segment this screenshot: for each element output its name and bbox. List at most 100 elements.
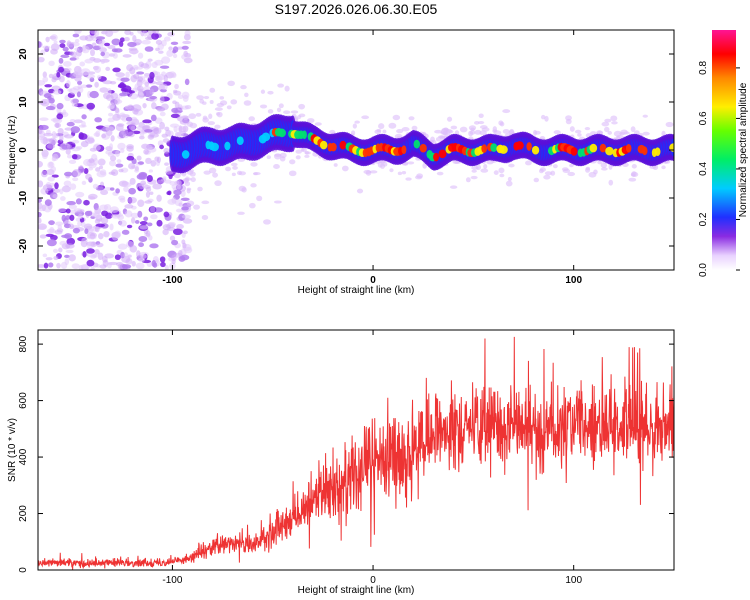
spectrogram-halo-blob bbox=[408, 116, 415, 121]
spectrogram-noise-blob bbox=[169, 235, 176, 241]
spectrogram-xlabel: Height of straight line (km) bbox=[298, 285, 415, 296]
spectrogram-halo-blob bbox=[208, 113, 213, 120]
spectrogram-noise-blob bbox=[124, 210, 133, 218]
spectrogram-noise-blob bbox=[148, 169, 153, 173]
spectrogram-halo-blob bbox=[174, 131, 182, 138]
spectrogram-halo-blob bbox=[178, 202, 183, 207]
spectrogram-noise-blob bbox=[102, 80, 113, 85]
spectrogram-noise-blob bbox=[68, 204, 78, 209]
spectrogram-noise-blob bbox=[114, 254, 121, 261]
spectrogram-noise-blob bbox=[109, 206, 119, 213]
spectrogram-noise-blob bbox=[59, 39, 66, 44]
spectrogram-noise-blob bbox=[66, 121, 75, 127]
spectrogram-noise-blob bbox=[137, 161, 144, 165]
spectrogram-halo-blob bbox=[361, 115, 370, 120]
spectrogram-noise-blob bbox=[106, 87, 112, 95]
spectrogram-noise-blob bbox=[66, 144, 72, 150]
spectrogram-halo-blob bbox=[356, 188, 364, 194]
spectrogram-halo-blob bbox=[483, 163, 488, 169]
spectrogram-ridge-core bbox=[401, 145, 407, 154]
spectrogram-noise-blob bbox=[166, 49, 174, 58]
spectrogram-noise-blob bbox=[155, 47, 160, 52]
spectrogram-halo-blob bbox=[435, 137, 441, 142]
spectrogram-halo-blob bbox=[378, 123, 385, 130]
spectrogram-noise-blob bbox=[123, 186, 129, 192]
colorbar-ticks: 0.0 0.2 0.4 0.6 0.8 bbox=[698, 61, 740, 277]
spectrogram-noise-blob bbox=[171, 72, 177, 79]
spectrogram-noise-blob bbox=[138, 183, 145, 190]
spectrogram-noise-blob bbox=[181, 53, 191, 61]
spectrogram-halo-blob bbox=[214, 124, 221, 129]
snr-panel: -100 0 100 0 200 400 600 800 Height of straight… bbox=[7, 329, 675, 596]
spectrogram-noise-blob bbox=[69, 183, 77, 190]
spectrogram-halo-blob bbox=[422, 162, 427, 169]
spectrogram-halo-blob bbox=[283, 110, 291, 115]
spectrogram-ridge-core bbox=[531, 145, 540, 155]
spectrogram-noise-blob bbox=[130, 212, 140, 219]
spectrogram-noise-blob bbox=[79, 61, 86, 67]
spectrogram-noise-blob bbox=[118, 112, 126, 121]
spectrogram-noise-blob bbox=[107, 117, 115, 123]
spectrogram-noise-blob bbox=[180, 197, 190, 201]
colorbar-tick-label: 0.2 bbox=[698, 212, 709, 226]
spectrogram-ylabel: Frequency (Hz) bbox=[7, 116, 18, 185]
spectrogram-halo-blob bbox=[288, 170, 297, 177]
spectrogram-noise-blob bbox=[95, 36, 106, 40]
spectrogram-halo-blob bbox=[665, 121, 674, 128]
spectrogram-halo-blob bbox=[256, 195, 263, 202]
spectrogram-halo-blob bbox=[201, 215, 209, 221]
spectrogram-noise-blob bbox=[66, 80, 71, 88]
spectrogram-halo-blob bbox=[397, 171, 403, 176]
spectrogram-noise-blob bbox=[49, 137, 57, 145]
spectrogram-halo-blob bbox=[382, 129, 387, 134]
spectrogram-noise-blob bbox=[51, 174, 59, 178]
spectrogram-noise-blob bbox=[159, 65, 170, 69]
spectrogram-noise-blob bbox=[68, 223, 75, 230]
spectrogram-halo-blob bbox=[199, 98, 205, 104]
spectrogram-halo-blob bbox=[184, 105, 192, 110]
spectrogram-noise-blob bbox=[152, 183, 163, 190]
spectrogram-noise-blob bbox=[89, 147, 97, 152]
spectrogram-noise-blob bbox=[151, 260, 157, 267]
spectrogram-noise-blob bbox=[150, 205, 156, 213]
spectrogram-noise-blob bbox=[110, 135, 115, 142]
spectrogram-noise-blob bbox=[115, 123, 124, 132]
snr-ticks: -100 0 100 0 200 400 600 800 bbox=[18, 330, 674, 586]
spectrogram-noise-blob bbox=[105, 126, 115, 132]
spectrogram-halo-blob bbox=[253, 172, 261, 176]
spectrogram-noise-blob bbox=[164, 179, 172, 184]
spectrogram-halo-blob bbox=[470, 175, 478, 180]
spectrogram-noise-blob bbox=[39, 124, 49, 131]
spectrogram-noise-blob bbox=[46, 184, 53, 189]
spectrogram-halo-blob bbox=[601, 121, 610, 127]
spectrogram-noise-blob bbox=[46, 143, 56, 149]
spectrogram-noise-blob bbox=[162, 138, 170, 143]
spectrogram-halo-blob bbox=[474, 121, 480, 125]
spectrogram-noise-blob bbox=[164, 126, 170, 131]
spectrogram-noise-blob bbox=[41, 152, 48, 160]
spectrogram-halo-blob bbox=[454, 130, 460, 135]
spectrogram-noise-blob bbox=[155, 39, 163, 45]
spectrogram-noise-blob bbox=[162, 176, 167, 181]
spectrogram-noise-blob bbox=[65, 208, 71, 214]
spectrogram-noise-blob bbox=[184, 78, 190, 86]
spectrogram-halo-blob bbox=[604, 118, 612, 123]
spectrogram-noise-blob bbox=[137, 76, 144, 82]
spectrogram-noise-blob bbox=[74, 38, 80, 43]
spectrogram-halo-blob bbox=[227, 80, 235, 87]
spectrogram-noise-blob bbox=[94, 249, 100, 255]
spectrogram-halo-blob bbox=[631, 164, 637, 169]
spectrogram-noise-blob bbox=[159, 144, 164, 150]
spectrogram-noise-blob bbox=[181, 206, 189, 211]
spectrogram-noise-blob bbox=[153, 127, 162, 135]
spectrogram-noise-blob bbox=[93, 132, 100, 137]
spectrogram-halo-blob bbox=[392, 114, 401, 121]
spectrogram-noise-blob bbox=[55, 122, 60, 128]
spectrogram-noise-blob bbox=[81, 237, 88, 244]
spectrogram-noise-blob bbox=[75, 49, 82, 57]
spectrogram-noise-blob bbox=[80, 68, 91, 76]
spectrogram-noise-blob bbox=[69, 87, 79, 95]
spectrogram-halo-blob bbox=[176, 116, 184, 122]
spectrogram-noise-blob bbox=[178, 255, 186, 262]
spectrogram-noise-blob bbox=[52, 248, 59, 253]
